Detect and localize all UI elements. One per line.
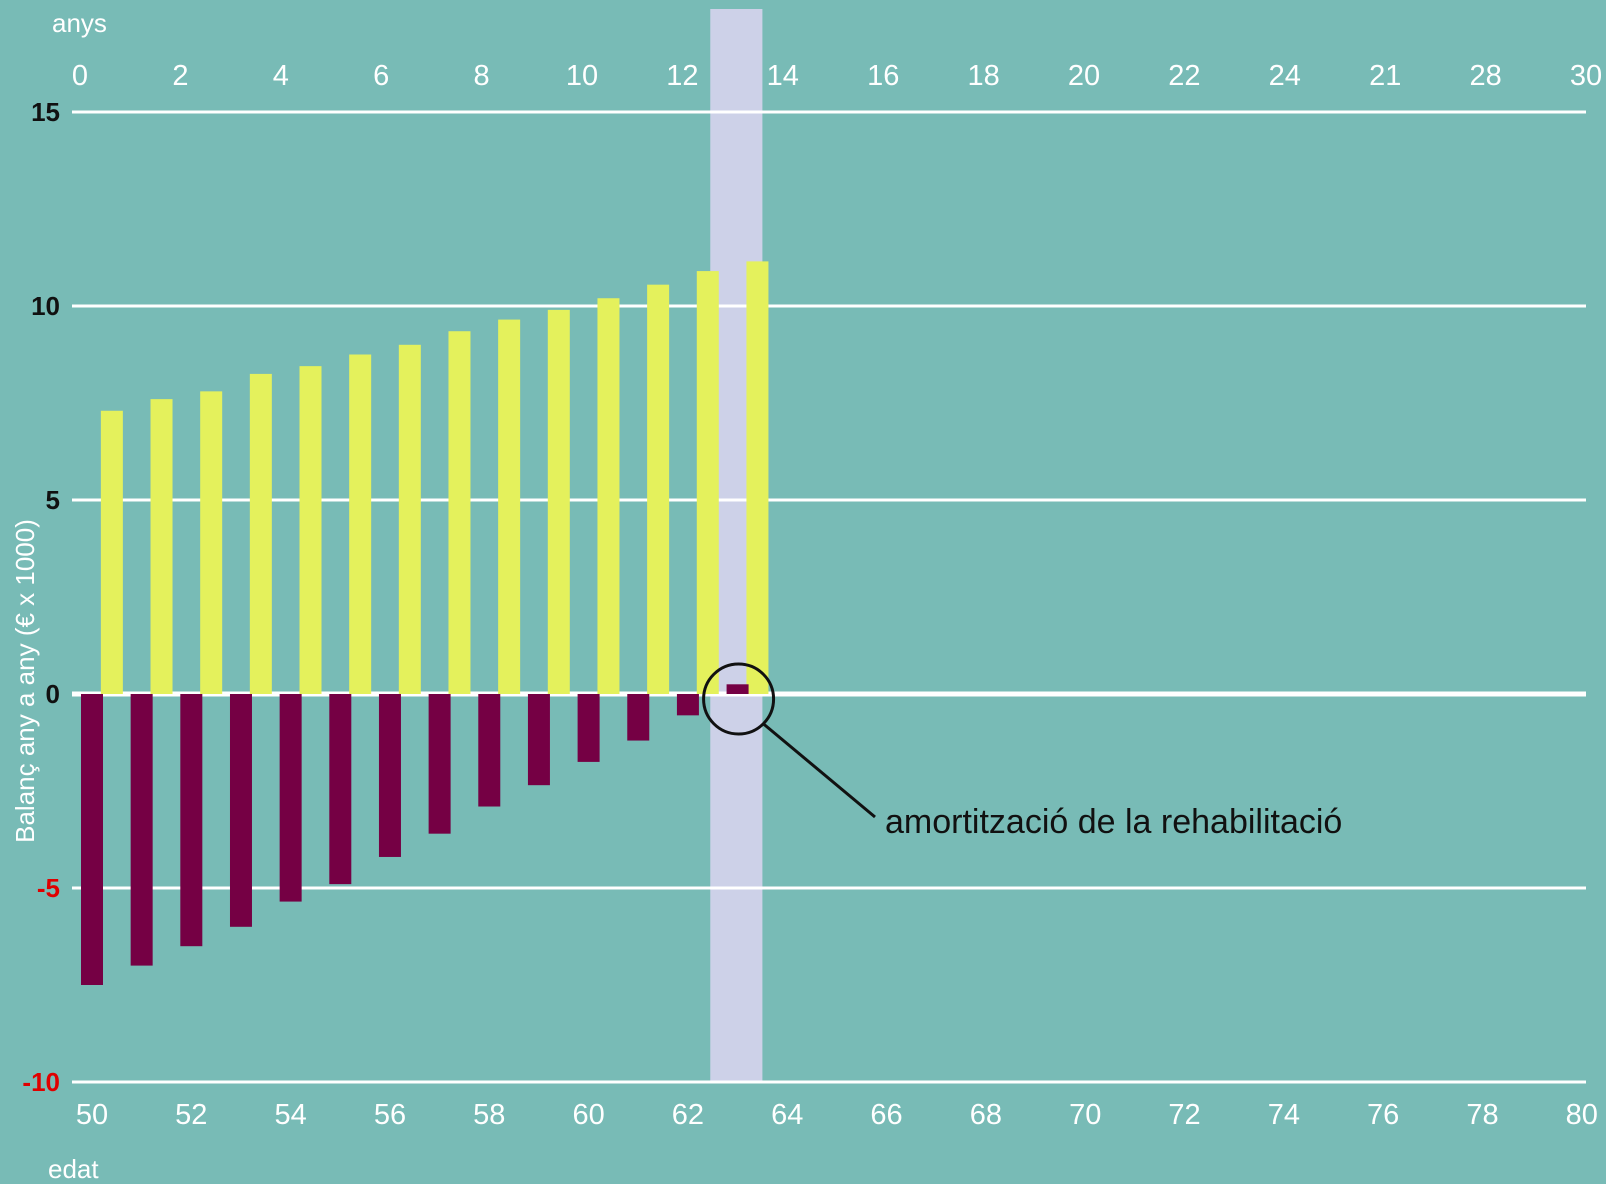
bottom-tick-label: 62 bbox=[672, 1099, 704, 1131]
annotation-circle bbox=[702, 662, 776, 736]
bar-negative bbox=[229, 694, 252, 927]
top-tick-label: 6 bbox=[373, 60, 389, 92]
y-axis-label: Balanç any a any (€ x 1000) bbox=[10, 519, 40, 843]
bar-negative bbox=[130, 694, 153, 966]
bottom-tick-label: 60 bbox=[572, 1099, 604, 1131]
bottom-tick-label: 56 bbox=[374, 1099, 406, 1131]
bottom-tick-label: 64 bbox=[771, 1099, 803, 1131]
bar-negative bbox=[726, 684, 749, 694]
top-tick-label: 21 bbox=[1369, 60, 1401, 92]
annotation-layer: amortització de la rehabilitació bbox=[702, 662, 1342, 841]
bar-positive bbox=[448, 331, 471, 694]
bar-negative bbox=[180, 694, 203, 947]
bar-negative bbox=[676, 694, 699, 716]
bar-positive bbox=[498, 319, 521, 694]
top-tick-label: 16 bbox=[867, 60, 899, 92]
bar-positive bbox=[547, 309, 570, 694]
bar-positive bbox=[150, 399, 173, 694]
y-tick-label: -5 bbox=[37, 873, 60, 903]
bar-positive bbox=[398, 344, 421, 694]
y-tick-label: -10 bbox=[22, 1067, 60, 1097]
bar-positive bbox=[200, 391, 223, 694]
top-axis-label: anys bbox=[52, 8, 107, 38]
bar-negative bbox=[279, 694, 302, 902]
top-tick-label: 2 bbox=[172, 60, 188, 92]
bottom-tick-label: 52 bbox=[175, 1099, 207, 1131]
y-tick-label: 15 bbox=[31, 97, 60, 127]
top-tick-label: 8 bbox=[474, 60, 490, 92]
bar-positive bbox=[647, 284, 670, 694]
bar-positive bbox=[746, 261, 769, 694]
bar-positive bbox=[299, 366, 322, 694]
bar-positive bbox=[100, 410, 123, 694]
top-tick-label: 24 bbox=[1269, 60, 1301, 92]
top-tick-label: 22 bbox=[1168, 60, 1200, 92]
bar-negative bbox=[428, 694, 451, 834]
bottom-tick-label: 54 bbox=[275, 1099, 307, 1131]
bar-negative bbox=[527, 694, 550, 786]
bar-negative bbox=[478, 694, 501, 807]
bars-layer bbox=[81, 261, 769, 985]
annotation-leader-line bbox=[762, 722, 876, 819]
top-tick-label: 18 bbox=[967, 60, 999, 92]
top-tick-label: 30 bbox=[1570, 60, 1602, 92]
top-tick-label: 14 bbox=[767, 60, 799, 92]
bar-positive bbox=[696, 271, 719, 694]
y-tick-label: 10 bbox=[31, 291, 60, 321]
top-tick-label: 12 bbox=[666, 60, 698, 92]
bar-positive bbox=[249, 373, 272, 694]
top-tick-label: 4 bbox=[273, 60, 289, 92]
bottom-tick-label: 74 bbox=[1268, 1099, 1300, 1131]
top-tick-label: 10 bbox=[566, 60, 598, 92]
top-tick-label: 20 bbox=[1068, 60, 1100, 92]
bar-negative bbox=[378, 694, 401, 857]
bottom-tick-label: 58 bbox=[473, 1099, 505, 1131]
top-tick-label: 28 bbox=[1469, 60, 1501, 92]
bar-negative bbox=[627, 694, 650, 741]
y-tick-label: 5 bbox=[46, 485, 60, 515]
annotation-text: amortització de la rehabilitació bbox=[885, 803, 1342, 841]
bottom-tick-label: 70 bbox=[1069, 1099, 1101, 1131]
bottom-tick-label: 66 bbox=[870, 1099, 902, 1131]
bottom-tick-label: 72 bbox=[1168, 1099, 1200, 1131]
bottom-tick-label: 50 bbox=[76, 1099, 108, 1131]
bottom-tick-label: 76 bbox=[1367, 1099, 1399, 1131]
top-tick-label: 0 bbox=[72, 60, 88, 92]
bar-negative bbox=[81, 694, 103, 985]
bar-positive bbox=[349, 354, 372, 694]
bar-negative bbox=[577, 694, 600, 762]
gridlines bbox=[72, 110, 1586, 1084]
bottom-tick-label: 68 bbox=[970, 1099, 1002, 1131]
bar-positive bbox=[597, 298, 620, 694]
bottom-tick-label: 80 bbox=[1566, 1099, 1598, 1131]
bottom-axis-label: edat bbox=[48, 1154, 99, 1184]
y-tick-label: 0 bbox=[46, 679, 60, 709]
bar-negative bbox=[329, 694, 352, 885]
bottom-tick-label: 78 bbox=[1466, 1099, 1498, 1131]
